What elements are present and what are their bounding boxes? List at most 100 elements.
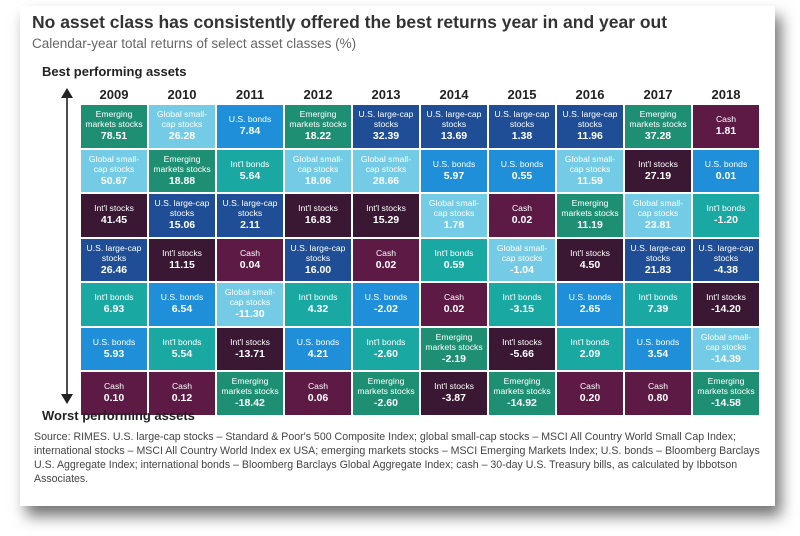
asset-class-label: Cash xyxy=(715,114,737,125)
return-value: 6.54 xyxy=(171,303,193,316)
return-value: 18.88 xyxy=(168,174,196,187)
asset-class-label: U.S. large-cap stocks xyxy=(86,242,142,263)
return-cell: Int'l stocks 27.19 xyxy=(624,148,692,193)
return-cell: Emerging markets stocks -14.58 xyxy=(692,371,760,416)
asset-class-label: U.S. large-cap stocks xyxy=(494,109,550,130)
return-cell: Int'l bonds 5.54 xyxy=(148,326,216,371)
asset-class-label: U.S. large-cap stocks xyxy=(698,242,754,263)
return-value: -11.30 xyxy=(235,308,265,321)
return-value: 18.06 xyxy=(304,174,332,187)
asset-class-label: Cash xyxy=(443,292,465,303)
return-cell: Global small-cap stocks 26.28 xyxy=(148,104,216,149)
return-cell: Int'l bonds -3.15 xyxy=(488,282,556,327)
return-cell: Int'l stocks -14.20 xyxy=(692,282,760,327)
return-value: 4.50 xyxy=(579,258,601,271)
return-cell: U.S. bonds 7.84 xyxy=(216,104,284,149)
return-value: 11.19 xyxy=(577,219,603,232)
asset-class-label: Global small-cap stocks xyxy=(88,153,140,174)
return-cell: Emerging markets stocks -2.60 xyxy=(352,371,420,416)
asset-class-label: Int'l bonds xyxy=(434,247,474,258)
asset-class-label: U.S. bonds xyxy=(364,292,408,303)
return-cell: Int'l stocks 16.83 xyxy=(284,193,352,238)
return-cell: U.S. large-cap stocks 11.96 xyxy=(556,104,624,149)
asset-class-label: Emerging markets stocks xyxy=(493,376,551,397)
asset-class-label: Global small-cap stocks xyxy=(224,287,276,308)
asset-class-label: Emerging markets stocks xyxy=(629,109,687,130)
asset-class-label: Cash xyxy=(307,381,329,392)
year-header: 2018 xyxy=(711,87,741,102)
return-value: -5.66 xyxy=(510,347,534,360)
asset-class-label: U.S. bonds xyxy=(296,336,340,347)
asset-class-label: U.S. bonds xyxy=(92,336,136,347)
source-note: Source: RIMES. U.S. large-cap stocks – S… xyxy=(34,431,760,485)
return-value: 0.12 xyxy=(171,392,193,405)
return-cell: Cash 1.81 xyxy=(692,104,760,149)
asset-class-label: Int'l bonds xyxy=(298,292,338,303)
return-value: 15.29 xyxy=(372,214,400,227)
return-value: -1.20 xyxy=(714,214,738,227)
return-value: 0.04 xyxy=(239,258,261,271)
year-header: 2013 xyxy=(371,87,401,102)
year-header: 2011 xyxy=(235,87,265,102)
return-value: 32.39 xyxy=(372,130,400,143)
return-cell: U.S. bonds 0.01 xyxy=(692,148,760,193)
year-header: 2016 xyxy=(575,87,605,102)
return-value: 0.02 xyxy=(443,303,465,316)
return-cell: Int'l stocks -3.87 xyxy=(420,371,488,416)
return-cell: Cash 0.10 xyxy=(80,371,148,416)
return-value: 26.46 xyxy=(100,263,128,276)
return-cell: U.S. large-cap stocks 26.46 xyxy=(80,237,148,282)
year-header: 2010 xyxy=(167,87,197,102)
asset-class-label: Cash xyxy=(375,247,397,258)
return-value: 13.69 xyxy=(440,130,468,143)
asset-class-label: Int'l bonds xyxy=(366,336,406,347)
return-value: -14.58 xyxy=(711,397,741,410)
asset-class-label: U.S. bonds xyxy=(568,292,612,303)
return-value: 5.64 xyxy=(239,169,261,182)
year-header: 2009 xyxy=(99,87,129,102)
asset-class-label: U.S. large-cap stocks xyxy=(290,242,346,263)
return-cell: Cash 0.20 xyxy=(556,371,624,416)
return-cell: Global small-cap stocks 1.78 xyxy=(420,193,488,238)
year-header: 2017 xyxy=(643,87,673,102)
return-cell: Global small-cap stocks 18.06 xyxy=(284,148,352,193)
return-cell: U.S. bonds 3.54 xyxy=(624,326,692,371)
asset-class-label: Global small-cap stocks xyxy=(632,198,684,219)
return-cell: U.S. large-cap stocks 16.00 xyxy=(284,237,352,282)
return-cell: Global small-cap stocks 50.67 xyxy=(80,148,148,193)
return-value: 28.66 xyxy=(372,174,400,187)
asset-class-label: Int'l stocks xyxy=(706,292,746,303)
return-cell: Emerging markets stocks 11.19 xyxy=(556,193,624,238)
return-cell: Emerging markets stocks -2.19 xyxy=(420,326,488,371)
return-value: 7.39 xyxy=(647,303,669,316)
asset-class-label: U.S. bonds xyxy=(636,336,680,347)
return-value: -2.60 xyxy=(374,347,398,360)
return-value: -3.15 xyxy=(510,303,534,316)
return-cell: U.S. large-cap stocks 15.06 xyxy=(148,193,216,238)
return-value: 5.93 xyxy=(103,347,125,360)
return-cell: Global small-cap stocks -14.39 xyxy=(692,326,760,371)
return-cell: Int'l bonds 0.59 xyxy=(420,237,488,282)
asset-class-label: Global small-cap stocks xyxy=(496,242,548,263)
return-cell: U.S. bonds 0.55 xyxy=(488,148,556,193)
return-value: -1.04 xyxy=(510,263,534,276)
return-cell: Int'l stocks -13.71 xyxy=(216,326,284,371)
return-value: 0.02 xyxy=(375,258,397,271)
return-value: -14.20 xyxy=(711,303,741,316)
asset-class-label: Int'l bonds xyxy=(570,336,610,347)
asset-class-label: U.S. large-cap stocks xyxy=(222,198,278,219)
return-value: -4.38 xyxy=(714,263,738,276)
asset-class-label: U.S. large-cap stocks xyxy=(426,109,482,130)
return-cell: Emerging markets stocks 78.51 xyxy=(80,104,148,149)
return-value: 0.55 xyxy=(511,169,533,182)
return-cell: Global small-cap stocks -11.30 xyxy=(216,282,284,327)
return-cell: Cash 0.02 xyxy=(488,193,556,238)
return-cell: U.S. large-cap stocks 13.69 xyxy=(420,104,488,149)
return-value: 21.83 xyxy=(644,263,672,276)
return-value: 16.00 xyxy=(304,263,332,276)
asset-class-label: Int'l stocks xyxy=(366,203,406,214)
asset-class-label: Emerging markets stocks xyxy=(425,331,483,352)
asset-class-label: Global small-cap stocks xyxy=(700,331,752,352)
return-value: -18.42 xyxy=(235,397,265,410)
return-value: 37.28 xyxy=(644,130,672,143)
